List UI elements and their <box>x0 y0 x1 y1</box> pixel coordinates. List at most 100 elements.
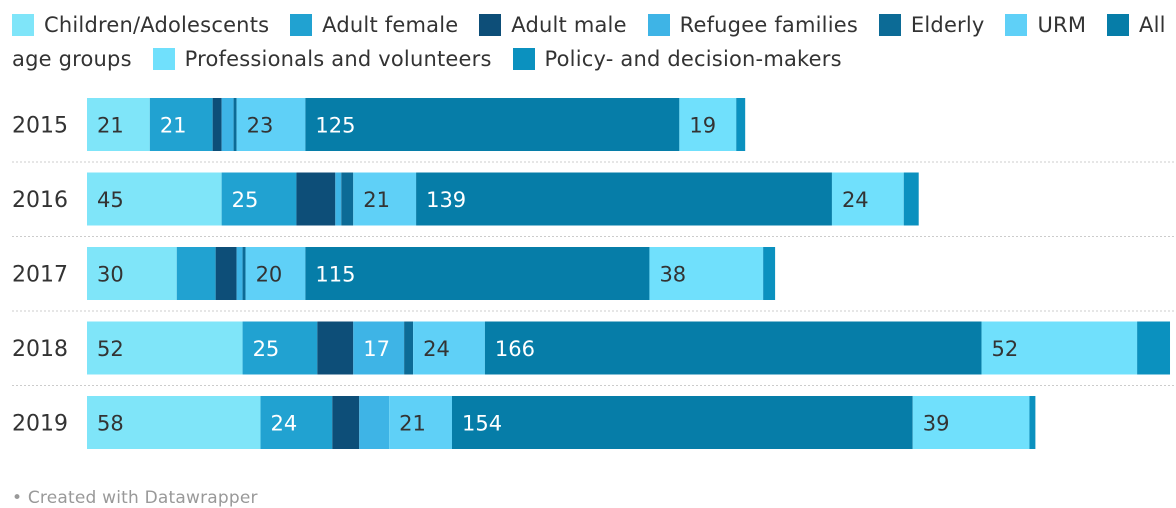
data-label-urm-2018: 24 <box>423 337 450 361</box>
legend-swatch <box>479 14 502 36</box>
bar-adult-female-2019 <box>260 396 333 449</box>
bar-all-age-groups-2017 <box>305 247 650 300</box>
legend-item-adult-female: Adult female <box>290 13 458 37</box>
bar-policy-and-decision-makers-2018 <box>1137 321 1171 375</box>
legend-swatch <box>290 14 313 36</box>
bar-adult-female-2015 <box>149 98 213 151</box>
data-label-children-adolescents-2016: 45 <box>97 188 124 212</box>
bar-urm-2016 <box>353 172 417 226</box>
bar-children-adolescents-2015 <box>87 98 150 151</box>
legend-swatch <box>647 14 670 36</box>
bar-adult-male-2019 <box>332 396 360 449</box>
bar-refugee-families-2015 <box>221 98 234 151</box>
bar-professionals-and-volunteers-2018 <box>981 321 1138 375</box>
bar-all-age-groups-2019 <box>451 396 913 449</box>
category-label-2018: 2018 <box>12 337 68 362</box>
legend-item-urm: URM <box>1005 13 1086 37</box>
data-label-adult-female-2018: 25 <box>253 337 280 361</box>
legend-swatch <box>1107 14 1130 36</box>
legend-item-refugee-families: Refugee families <box>647 13 859 37</box>
bar-children-adolescents-2017 <box>87 247 177 300</box>
legend-label: Policy- and decision-makers <box>544 47 842 71</box>
data-label-children-adolescents-2018: 52 <box>97 337 124 361</box>
legend-swatch <box>878 14 901 36</box>
data-label-children-adolescents-2019: 58 <box>97 412 124 436</box>
bar-urm-2015 <box>236 98 306 151</box>
data-label-refugee-families-2018: 17 <box>363 337 390 361</box>
data-label-all-age-groups-2015: 125 <box>315 114 355 138</box>
bar-adult-female-2016 <box>221 172 297 226</box>
legend-item-elderly: Elderly <box>878 13 985 37</box>
legend-swatch <box>1005 14 1028 36</box>
legend-label: Refugee families <box>679 13 859 37</box>
data-label-all-age-groups-2017: 115 <box>315 263 355 287</box>
bar-adult-male-2015 <box>212 98 222 151</box>
bar-adult-male-2016 <box>296 172 336 226</box>
legend-label: All age groups <box>12 13 1166 71</box>
legend-label: Adult male <box>511 13 627 37</box>
data-label-urm-2017: 20 <box>256 263 283 287</box>
bar-adult-male-2017 <box>215 247 237 300</box>
bar-all-age-groups-2018 <box>484 321 982 375</box>
bar-refugee-families-2018 <box>353 321 405 375</box>
legend-item-adult-male: Adult male <box>479 13 627 37</box>
bar-policy-and-decision-makers-2017 <box>763 247 776 300</box>
data-label-children-adolescents-2015: 21 <box>97 114 124 138</box>
legend-item-all-age-groups: All age groups <box>12 13 1166 71</box>
data-label-urm-2019: 21 <box>399 412 426 436</box>
bar-adult-female-2018 <box>242 321 318 375</box>
legend-label: Professionals and volunteers <box>184 47 492 71</box>
category-label-2017: 2017 <box>12 263 68 288</box>
legend-swatch <box>512 48 535 70</box>
bar-refugee-families-2016 <box>335 172 342 226</box>
bar-policy-and-decision-makers-2015 <box>736 98 746 151</box>
bar-urm-2018 <box>413 321 485 375</box>
legend-label: URM <box>1037 13 1087 37</box>
bar-children-adolescents-2016 <box>87 172 222 226</box>
legend-item-professionals-and-volunteers: Professionals and volunteers <box>152 47 492 71</box>
legend-swatch <box>12 14 34 36</box>
data-label-adult-female-2016: 25 <box>232 188 259 212</box>
bar-refugee-families-2017 <box>236 247 243 300</box>
legend-label: Elderly <box>910 13 985 37</box>
category-label-2019: 2019 <box>12 412 68 437</box>
bar-policy-and-decision-makers-2016 <box>903 172 919 226</box>
bar-professionals-and-volunteers-2016 <box>831 172 904 226</box>
bar-refugee-families-2019 <box>359 396 390 449</box>
bar-professionals-and-volunteers-2017 <box>649 247 764 300</box>
data-label-all-age-groups-2019: 154 <box>462 412 502 436</box>
data-label-urm-2015: 23 <box>247 114 274 138</box>
legend-swatch <box>152 48 175 70</box>
bar-all-age-groups-2016 <box>416 172 832 226</box>
data-label-professionals-and-volunteers-2017: 38 <box>659 263 686 287</box>
chart-legend: Children/Adolescents Adult female Adult … <box>12 8 1172 76</box>
bar-urm-2017 <box>245 247 306 300</box>
data-label-all-age-groups-2016: 139 <box>426 188 466 212</box>
data-label-adult-female-2015: 21 <box>160 114 187 138</box>
footer-credit: • Created with Datawrapper <box>12 488 258 508</box>
data-label-adult-female-2019: 24 <box>271 412 298 436</box>
data-label-professionals-and-volunteers-2016: 24 <box>842 188 869 212</box>
legend-item-policy-and-decision-makers: Policy- and decision-makers <box>512 47 842 71</box>
legend-item-children-adolescents: Children/Adolescents <box>12 13 269 37</box>
data-label-urm-2016: 21 <box>363 188 390 212</box>
bar-elderly-2018 <box>404 321 414 375</box>
bar-elderly-2016 <box>341 172 354 226</box>
bar-elderly-2017 <box>242 247 246 300</box>
data-label-professionals-and-volunteers-2018: 52 <box>992 337 1019 361</box>
bar-children-adolescents-2018 <box>87 321 243 375</box>
bar-all-age-groups-2015 <box>305 98 680 151</box>
bar-policy-and-decision-makers-2019 <box>1029 396 1036 449</box>
bar-professionals-and-volunteers-2019 <box>912 396 1030 449</box>
bar-adult-female-2017 <box>176 247 216 300</box>
bar-elderly-2015 <box>233 98 237 151</box>
bar-adult-male-2018 <box>317 321 354 375</box>
category-label-2016: 2016 <box>12 188 68 213</box>
data-label-children-adolescents-2017: 30 <box>97 263 124 287</box>
legend-label: Adult female <box>322 13 459 37</box>
category-label-2015: 2015 <box>12 114 68 139</box>
bar-children-adolescents-2019 <box>87 396 261 449</box>
data-label-professionals-and-volunteers-2015: 19 <box>689 114 716 138</box>
bar-professionals-and-volunteers-2015 <box>679 98 737 151</box>
